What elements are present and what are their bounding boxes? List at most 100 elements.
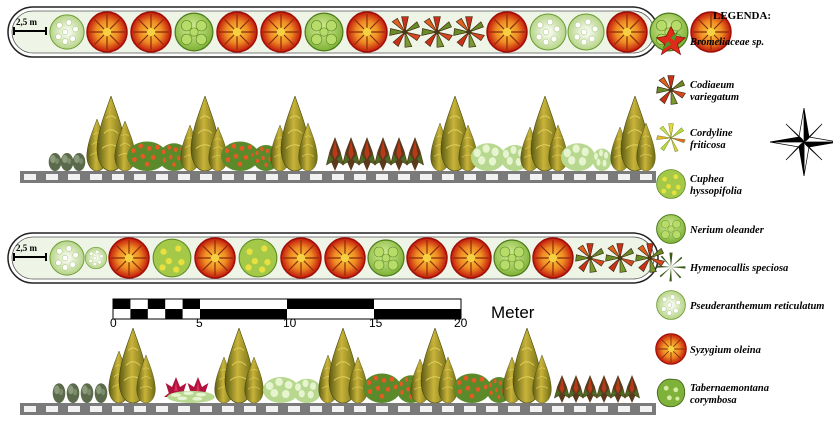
curb-block [310,406,322,412]
dimension-marker-top: 2,5 m [13,17,47,35]
curb-block [200,406,212,412]
hymenocallis-icon [656,252,686,282]
codiaeum-elevation [326,137,344,171]
curb-block [134,174,146,180]
compass-rose-icon [769,107,833,177]
scale-bar-segment [130,309,148,319]
curb-block [222,406,234,412]
curb-block [288,174,300,180]
legend-label: hyssopifolia [690,186,742,197]
curb-block [442,174,454,180]
legend-label: friticosa [690,140,726,151]
codiaeum-plan [635,243,665,273]
pseuderanthemum-elevation [592,148,612,171]
curb-block [618,406,630,412]
legend-label: Codiaeum [690,80,734,91]
curb-block [442,406,454,412]
tabernaemontana-icon [656,378,686,408]
dimension-label: 2,5 m [16,243,38,253]
pseuderanthemum-elevation [560,143,596,171]
syzygium-plan [324,237,366,279]
shrub-elevation [66,383,80,403]
curb-block [178,174,190,180]
curb-block [156,406,168,412]
pseuderanthemum-plan [84,246,108,270]
curb-block [530,174,542,180]
cuphea-plan [152,238,192,278]
curb-block [464,174,476,180]
curb-block [112,174,124,180]
legend-label: Cuphea [690,174,724,185]
syzygium-plan [194,237,236,279]
codiaeum-elevation [596,375,612,403]
curb-block [156,174,168,180]
scale-bar-segment [374,309,461,319]
groundcover-elevation [167,390,215,403]
cordyline-icon [656,123,686,152]
codiaeum-elevation [568,375,584,403]
curb-block [596,174,608,180]
curb-block [46,174,58,180]
curb-block [90,406,102,412]
codiaeum-elevation [554,375,570,403]
curb-block [112,406,124,412]
syzygium-plan [130,11,172,53]
pseuderanthemum-icon [656,290,686,320]
curb-block [68,406,80,412]
syzygium-icon [655,333,687,365]
legend-label: Tabernaemontana [690,383,769,394]
cuphea-icon [656,169,686,199]
legend-label: Hymenocallis speciosa [689,263,788,274]
scale-bar: 0 5 10 15 20 Meter [110,298,535,330]
curb-block [486,174,498,180]
legend-label: Pseuderanthemum reticulatum [690,301,824,312]
legend-label: Nerium oleander [689,225,765,236]
curb-block [574,174,586,180]
curb-block [354,174,366,180]
curb-block [508,174,520,180]
flowering-shrub-elevation [453,373,491,403]
codiaeum-elevation [358,137,376,171]
nerium-icon [656,214,686,244]
codiaeum-elevation [342,137,360,171]
curb-block [178,406,190,412]
codiaeum-elevation [610,375,626,403]
scale-bar-segment [113,299,131,309]
curb-block [596,406,608,412]
dimension-label: 2,5 m [16,17,38,27]
scale-bar-segment [147,299,166,309]
syzygium-plan [486,11,528,53]
curb-block [552,174,564,180]
shrub-elevation [80,383,94,403]
pseuderanthemum-plan [567,13,605,51]
scale-tick-20: 20 [454,316,468,330]
nerium-plan [304,12,344,52]
curb-block [266,174,278,180]
curb-block [398,406,410,412]
curb-block [310,174,322,180]
curb-block [530,406,542,412]
codiaeum-elevation [390,137,408,171]
curb-block [200,174,212,180]
curb-block [68,174,80,180]
scale-unit: Meter [491,303,535,322]
curb-block [618,174,630,180]
curb-block [640,406,652,412]
curb-block [134,406,146,412]
curb-block [354,406,366,412]
curb-block [398,174,410,180]
road-strip-bottom [20,403,656,415]
scale-tick-5: 5 [196,316,203,330]
nerium-plan [367,239,405,277]
curb-block [244,406,256,412]
cuphea-plan [238,238,278,278]
scale-bar-segment [200,309,287,319]
legend-label: Cordyline [690,128,733,139]
nerium-plan [493,239,531,277]
syzygium-plan [216,11,258,53]
curb-block [640,174,652,180]
syzygium-plan [606,11,648,53]
codiaeum-elevation [406,137,424,171]
dimension-marker-bottom: 2,5 m [13,243,47,261]
